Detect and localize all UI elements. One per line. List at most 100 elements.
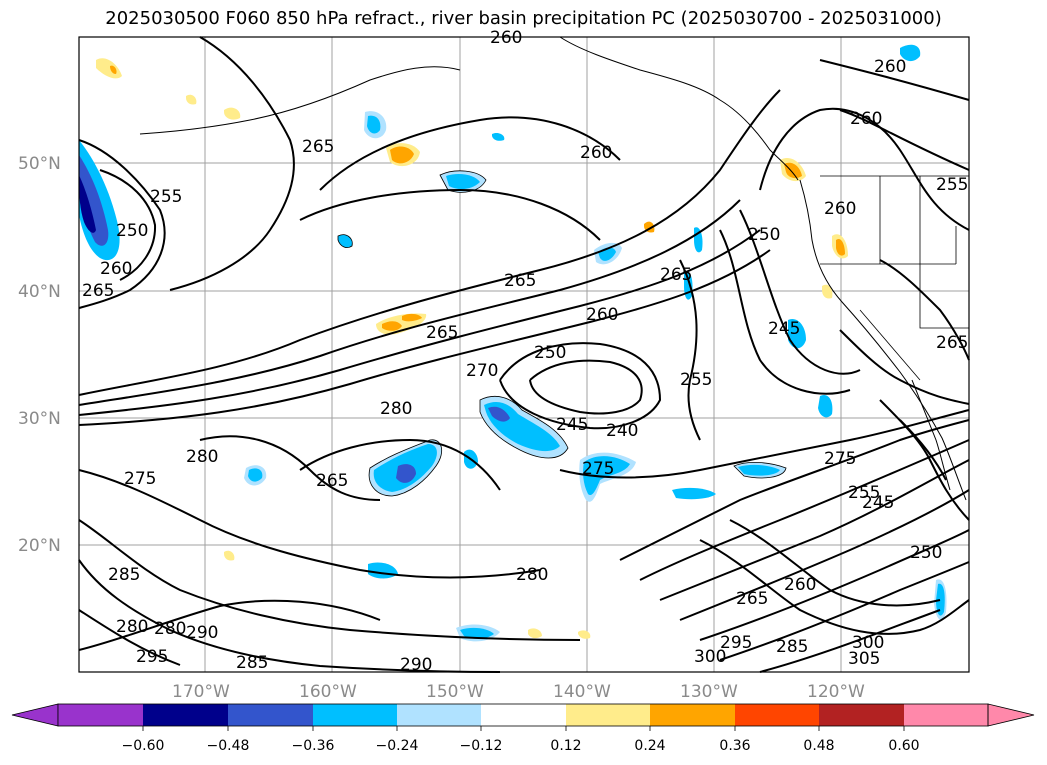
latitude-labels: 50°N 40°N 30°N 20°N: [18, 154, 61, 556]
contour-label: 255: [150, 187, 182, 207]
colorbar-tick-label: 0.12: [550, 738, 581, 754]
contour-label: 260: [100, 259, 132, 279]
contour-label: 265: [426, 323, 458, 343]
contour-line: [679, 489, 970, 621]
precip-anomaly-area: [672, 487, 716, 500]
contour-line: [78, 139, 166, 309]
contour-labels: 265 260 255 250 260 265 260 260 265 260 …: [82, 28, 968, 675]
precip-anomaly-area: [224, 550, 235, 561]
contour-line: [78, 249, 771, 426]
contour-line: [639, 439, 970, 581]
map-title: 2025030500 F060 850 hPa refract., river …: [105, 8, 942, 29]
contour-line: [319, 116, 621, 191]
colorbar-tick-label: −0.36: [292, 738, 335, 754]
contour-label: 285: [776, 637, 808, 657]
contour-label: 250: [910, 543, 942, 563]
lat-label: 20°N: [18, 536, 61, 556]
precip-anomaly-area: [367, 115, 381, 134]
colorbar-tick-label: 0.60: [888, 738, 919, 754]
contour-label: 285: [236, 653, 268, 673]
contour-line: [739, 209, 861, 375]
precip-anomaly-area: [224, 107, 241, 120]
contour-label: 245: [768, 319, 800, 339]
map-frame: [78, 36, 970, 673]
contour-line: [839, 329, 970, 405]
precip-anomaly-area: [822, 284, 833, 299]
contour-label: 275: [124, 469, 156, 489]
contour-line: [78, 469, 541, 579]
contour-label: 250: [116, 221, 148, 241]
refractivity-contours: [78, 36, 970, 673]
aleutian-islands: [139, 66, 461, 135]
longitude-labels: 170°W 160°W 150°W 140°W 130°W 120°W: [172, 682, 865, 702]
precip-anomaly-area: [460, 627, 494, 639]
contour-label: 265: [302, 137, 334, 157]
precip-shading: [79, 44, 947, 642]
precip-anomaly-area: [382, 321, 402, 331]
contour-label: 265: [736, 589, 768, 609]
contour-label: 285: [108, 565, 140, 585]
contour-line: [679, 259, 701, 441]
contour-label: 275: [824, 449, 856, 469]
contour-label: 260: [824, 199, 856, 219]
contour-line: [699, 539, 970, 635]
contour-line: [879, 399, 970, 521]
colorbar-tick-label: 0.48: [803, 738, 834, 754]
precip-anomaly-area: [936, 583, 945, 616]
contour-line: [169, 36, 295, 291]
contour-line: [699, 529, 970, 641]
contour-label: 280: [516, 565, 548, 585]
north-america-coast: [799, 179, 967, 501]
precip-anomaly-area: [836, 238, 845, 256]
precip-anomaly-area: [788, 318, 806, 349]
precip-anomaly-area: [583, 456, 630, 496]
contour-line: [879, 259, 970, 361]
contour-label: 260: [874, 57, 906, 77]
contour-label: 260: [586, 305, 618, 325]
lon-label: 170°W: [172, 682, 230, 702]
contour-line: [78, 519, 581, 641]
contour-label: 245: [862, 493, 894, 513]
contour-label: 250: [534, 343, 566, 363]
colorbar-extend-min: [11, 703, 59, 727]
contour-label: 295: [720, 633, 752, 653]
colorbar-swatch: [58, 704, 143, 726]
precip-anomaly-area: [402, 313, 422, 322]
colorbar-tick-label: 0.36: [719, 738, 750, 754]
precip-anomaly-area: [110, 65, 117, 74]
colorbar-swatch: [735, 704, 819, 726]
precip-outline: [479, 396, 569, 459]
contour-label: 265: [316, 471, 348, 491]
contour-line: [78, 89, 781, 396]
contour-line: [78, 609, 181, 666]
colorbar-swatch: [566, 704, 650, 726]
contour-label: 265: [504, 271, 536, 291]
colorbar-swatch: [650, 704, 735, 726]
lat-label: 50°N: [18, 154, 61, 174]
contour-label: 280: [154, 619, 186, 639]
contour-line: [839, 109, 970, 171]
precip-anomaly-area: [578, 630, 591, 639]
contour-label: 260: [850, 109, 882, 129]
contour-label: 245: [556, 415, 588, 435]
colorbar-swatch: [481, 704, 566, 726]
precip-anomaly-area: [738, 464, 780, 476]
precip-outline: [368, 439, 443, 497]
lon-label: 150°W: [426, 682, 484, 702]
contour-line: [819, 59, 970, 101]
precip-outline: [439, 170, 487, 193]
alaska-coast: [559, 36, 799, 181]
contour-label: 305: [848, 649, 880, 669]
precip-anomaly-area: [79, 155, 109, 246]
precip-outline: [337, 234, 353, 248]
contour-line: [659, 459, 970, 601]
contour-label: 280: [116, 617, 148, 637]
contour-line: [99, 169, 157, 281]
precip-anomaly-area: [488, 406, 510, 422]
contour-line: [719, 229, 851, 395]
colorbar-tick-label: −0.48: [207, 738, 250, 754]
precip-anomaly-area: [186, 94, 197, 105]
colorbar-tick-label: 0.24: [634, 738, 665, 754]
colorbar-swatch: [228, 704, 313, 726]
